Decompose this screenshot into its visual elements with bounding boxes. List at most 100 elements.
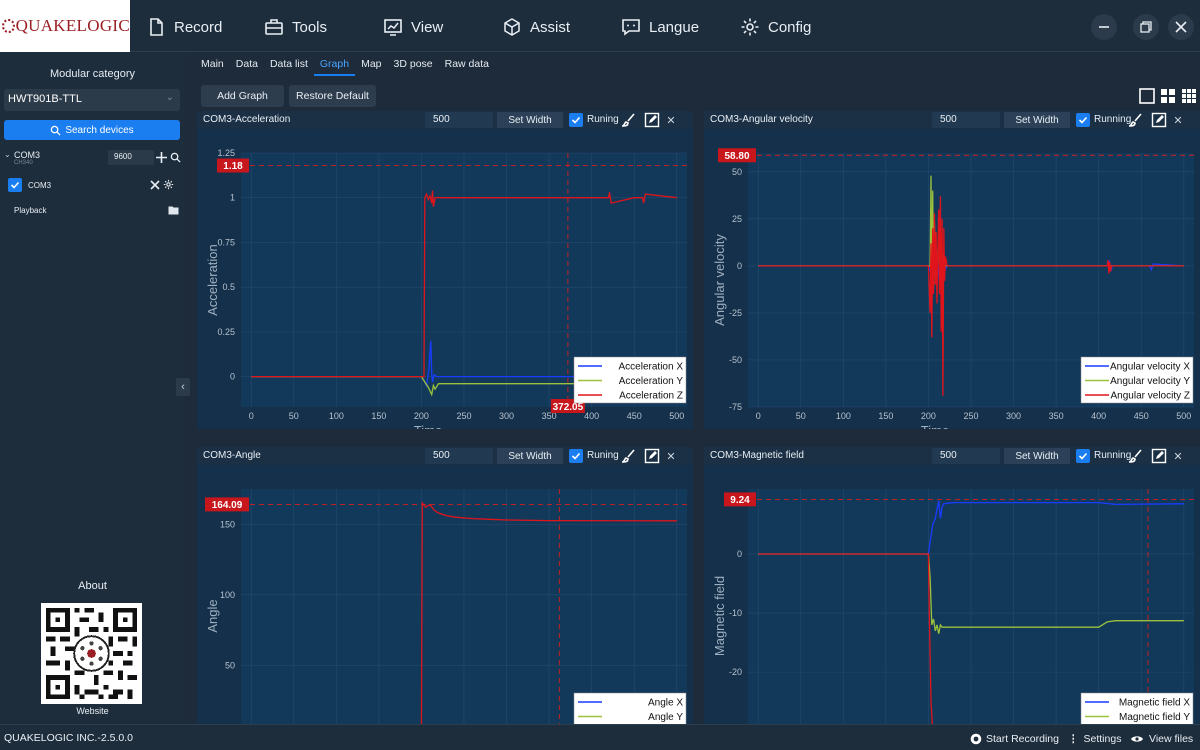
x-tick-label: 50 — [289, 411, 299, 421]
grid-2x2-layout-icon[interactable] — [1160, 88, 1176, 104]
folder-icon[interactable] — [168, 205, 179, 215]
chevron-down-icon[interactable]: ⌄ — [4, 150, 11, 159]
y-marker-badge — [217, 158, 249, 173]
search-icon[interactable] — [170, 152, 181, 163]
graph-panel-header: COM3-Acceleration 500 Set Width Runing ✕ — [197, 111, 693, 129]
menu-langue[interactable]: Langue — [621, 14, 699, 40]
grid-3x3-layout-icon[interactable] — [1181, 88, 1197, 104]
playback-item[interactable]: Playback — [14, 206, 46, 215]
running-checkbox[interactable] — [1076, 449, 1090, 463]
close-graph-button[interactable]: ✕ — [1173, 114, 1183, 127]
restore-icon — [1140, 21, 1152, 33]
legend-label: Acceleration X — [619, 362, 684, 373]
legend-label: Angle Y — [648, 712, 683, 723]
legend-label: Magnetic field X — [1119, 698, 1190, 709]
menu-assist[interactable]: Assist — [502, 14, 570, 40]
brush-icon[interactable] — [621, 112, 637, 128]
running-checkbox[interactable] — [1076, 113, 1090, 127]
graph-panel-angle: COM3-Angle 500 Set Width Runing ✕ 050100… — [197, 447, 693, 750]
close-icon[interactable] — [150, 180, 160, 190]
set-width-button[interactable]: Set Width — [497, 112, 563, 128]
search-devices-button[interactable]: Search devices — [4, 120, 180, 140]
close-icon — [1175, 21, 1187, 33]
y-tick-label: 0.75 — [217, 237, 235, 247]
graph-width-input[interactable]: 500 — [932, 112, 1000, 128]
edit-icon[interactable] — [644, 112, 660, 128]
y-tick-label: 0 — [737, 549, 742, 559]
menu-view-label: View — [411, 18, 444, 36]
y-tick-label: 25 — [732, 214, 742, 224]
graph-width-input[interactable]: 500 — [425, 448, 493, 464]
close-graph-button[interactable]: ✕ — [666, 114, 676, 127]
edit-icon[interactable] — [644, 448, 660, 464]
edit-icon[interactable] — [1151, 448, 1167, 464]
add-icon[interactable] — [156, 152, 167, 163]
tab-3d-pose[interactable]: 3D pose — [393, 58, 433, 70]
restore-default-button[interactable]: Restore Default — [289, 85, 376, 107]
x-tick-label: 400 — [1091, 411, 1106, 421]
menu-record[interactable]: Record — [146, 14, 222, 40]
menu-config-label: Config — [768, 18, 812, 36]
close-graph-button[interactable]: ✕ — [1173, 450, 1183, 463]
settings-button[interactable]: ⋮ Settings — [1068, 731, 1121, 747]
x-tick-label: 200 — [414, 411, 429, 421]
device-type-value: HWT901B-TTL — [8, 93, 82, 105]
start-recording-label: Start Recording — [986, 733, 1059, 745]
minimize-button[interactable] — [1091, 14, 1117, 40]
x-tick-label: 100 — [836, 411, 851, 421]
graph-panel-header: COM3-Magnetic field 500 Set Width Runnin… — [704, 447, 1200, 465]
menu-config[interactable]: Config — [740, 14, 811, 40]
brush-icon[interactable] — [1128, 112, 1144, 128]
device-name: COM3 — [28, 181, 52, 190]
check-icon — [10, 181, 20, 189]
graph-width-input[interactable]: 500 — [425, 112, 493, 128]
brush-icon[interactable] — [1128, 448, 1144, 464]
menu-tools[interactable]: Tools — [264, 14, 327, 40]
brush-icon[interactable] — [621, 448, 637, 464]
set-width-button[interactable]: Set Width — [497, 448, 563, 464]
set-width-button[interactable]: Set Width — [1004, 448, 1070, 464]
tab-data-list[interactable]: Data list — [269, 58, 308, 70]
baud-rate-input[interactable]: 9600 — [108, 150, 154, 165]
tab-main[interactable]: Main — [201, 58, 224, 70]
status-bar: QUAKELOGIC INC.-2.5.0.0 Start Recording … — [0, 724, 1200, 750]
close-button[interactable] — [1168, 14, 1194, 40]
menu-view[interactable]: View — [383, 14, 443, 40]
device-checkbox[interactable] — [8, 178, 22, 192]
x-axis-label: Time — [414, 423, 442, 429]
graph-plot[interactable]: 0 0.25 0.5 0.75 1 1.25 0 50 100 150 200 250 300 350 40… — [197, 129, 693, 429]
restore-button[interactable] — [1133, 14, 1159, 40]
close-graph-button[interactable]: ✕ — [666, 450, 676, 463]
x-marker-value: 372.05 — [553, 402, 584, 413]
start-recording-button[interactable]: Start Recording — [970, 731, 1059, 747]
collapse-sidebar-button[interactable]: ‹ — [176, 378, 190, 396]
add-graph-button[interactable]: Add Graph — [201, 85, 284, 107]
gear-icon[interactable] — [163, 179, 174, 190]
view-files-button[interactable]: View files — [1130, 731, 1193, 747]
playback-label: Playback — [14, 206, 47, 215]
y-tick-label: 50 — [225, 660, 235, 670]
y-marker-value: 9.24 — [730, 495, 750, 506]
tab-data[interactable]: Data — [235, 58, 258, 70]
x-tick-label: 50 — [796, 411, 806, 421]
tab-raw-data[interactable]: Raw data — [444, 58, 489, 70]
tab-graph[interactable]: Graph — [313, 54, 356, 76]
graph-width-input[interactable]: 500 — [932, 448, 1000, 464]
edit-icon[interactable] — [1151, 112, 1167, 128]
x-tick-label: 0 — [756, 411, 761, 421]
search-devices-label: Search devices — [65, 124, 134, 136]
tab-map[interactable]: Map — [361, 58, 382, 70]
graph-title: COM3-Angular velocity — [710, 114, 813, 125]
x-tick-label: 300 — [1006, 411, 1021, 421]
running-checkbox[interactable] — [569, 113, 583, 127]
x-tick-label: 450 — [1134, 411, 1149, 421]
check-icon — [1078, 452, 1088, 460]
single-layout-icon[interactable] — [1139, 88, 1155, 104]
device-type-select[interactable]: HWT901B-TTL ⌄ — [4, 89, 180, 111]
running-checkbox[interactable] — [569, 449, 583, 463]
set-width-button[interactable]: Set Width — [1004, 112, 1070, 128]
x-tick-label: 300 — [499, 411, 514, 421]
